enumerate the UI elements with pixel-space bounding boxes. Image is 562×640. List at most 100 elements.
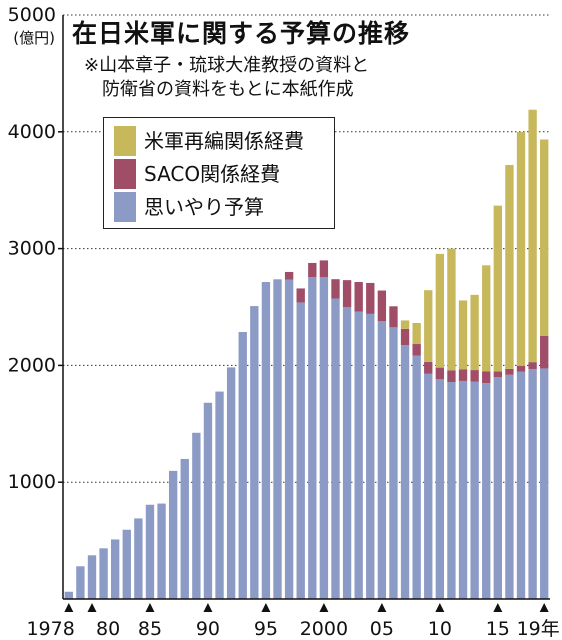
bar-saco-2001 (331, 279, 340, 299)
bar-host-nation-2012 (458, 380, 468, 599)
bar-relocation-2013 (470, 294, 479, 371)
bar-host-nation-2001 (331, 298, 340, 599)
bar-host-nation-2002 (342, 307, 352, 599)
bar-saco-2004 (366, 282, 375, 314)
bar-host-nation-1980 (87, 555, 97, 599)
x-tick-label: 85 (138, 618, 162, 640)
bar-saco-2009 (424, 361, 433, 374)
bar-host-nation-1990 (203, 402, 213, 599)
y-tick-label-top: 5000 (8, 4, 56, 26)
bar-host-nation-1995 (261, 282, 271, 599)
bar-host-nation-1996 (273, 279, 282, 599)
bar-saco-2010 (435, 367, 445, 380)
bar-relocation-2009 (424, 290, 433, 362)
x-tick-marker (261, 603, 271, 612)
legend-swatch-saco (114, 158, 136, 189)
bar-host-nation-1988 (180, 458, 189, 599)
bar-saco-2013 (470, 370, 479, 382)
bar-saco-2000 (319, 260, 329, 278)
x-tick-marker (319, 603, 329, 612)
bar-saco-2016 (505, 368, 514, 375)
bar-host-nation-1998 (296, 302, 305, 599)
bar-relocation-2012 (458, 300, 468, 370)
bar-host-nation-1978 (64, 591, 73, 599)
bar-host-nation-1994 (250, 306, 259, 599)
bar-saco-2005 (377, 290, 387, 322)
legend-label-relocation: 米軍再編関係経費 (144, 128, 304, 153)
bar-host-nation-1985 (145, 504, 155, 599)
bar-host-nation-1987 (168, 470, 178, 599)
x-tick-label: 2000 (300, 618, 348, 640)
bar-saco-1997 (284, 271, 294, 280)
bar-saco-2019 (540, 335, 549, 369)
bar-host-nation-1992 (226, 367, 236, 599)
bar-host-nation-1981 (99, 548, 108, 599)
bar-host-nation-2017 (516, 371, 526, 599)
x-tick-label: 90 (196, 618, 220, 640)
bar-host-nation-1982 (111, 539, 120, 599)
legend-item-saco: SACO関係経費 (114, 157, 324, 190)
bar-host-nation-2015 (493, 377, 502, 599)
bar-host-nation-2004 (366, 313, 375, 599)
bar-saco-2002 (342, 280, 352, 307)
bar-host-nation-1997 (284, 279, 294, 599)
bar-relocation-2015 (493, 205, 502, 372)
bar-relocation-2007 (400, 320, 410, 329)
bar-relocation-2017 (516, 132, 526, 366)
y-unit-label: (億円) (13, 29, 55, 47)
bar-host-nation-2014 (482, 383, 491, 599)
legend: 米軍再編関係経費 SACO関係経費 思いやり予算 (103, 117, 335, 229)
bar-host-nation-2003 (354, 311, 363, 599)
x-tick-marker (87, 603, 97, 612)
bar-host-nation-2019 (540, 368, 549, 599)
bar-saco-2003 (354, 282, 363, 312)
source-note-line-1: ※山本章子・琉球大准教授の資料と (84, 55, 370, 76)
bars (64, 109, 549, 599)
legend-label-saco: SACO関係経費 (144, 161, 281, 186)
y-tick-label: 2000 (8, 354, 56, 376)
legend-item-relocation: 米軍再編関係経費 (114, 124, 324, 157)
x-tick-label: 10 (428, 618, 452, 640)
bar-saco-1998 (296, 288, 305, 303)
bar-relocation-2018 (528, 109, 537, 363)
bar-saco-2018 (528, 362, 537, 370)
legend-swatch-host-nation (114, 191, 136, 222)
x-tick-marker (64, 603, 74, 612)
source-note: ※山本章子・琉球大准教授の資料と 防衛省の資料をもとに本紙作成 (84, 54, 410, 102)
y-tick-label: 1000 (8, 471, 56, 493)
bar-host-nation-1986 (157, 503, 166, 599)
bar-relocation-2016 (505, 164, 514, 369)
x-tick-label: 15 (486, 618, 510, 640)
bar-relocation-2010 (435, 253, 445, 368)
chart-title: 在日米軍に関する予算の推移 (72, 19, 411, 48)
bar-host-nation-1983 (122, 529, 131, 599)
bar-host-nation-1984 (134, 518, 143, 599)
bar-saco-2017 (516, 365, 526, 372)
bar-relocation-2019 (540, 139, 549, 336)
bar-host-nation-1989 (192, 432, 201, 599)
x-tick-marker (377, 603, 387, 612)
axes (58, 15, 550, 612)
x-tick-label: 19年 (517, 618, 560, 640)
legend-item-host-nation: 思いやり予算 (114, 190, 324, 223)
bar-host-nation-2005 (377, 321, 387, 599)
bar-host-nation-2008 (412, 355, 421, 599)
x-tick-marker (145, 603, 155, 612)
legend-swatch-relocation (114, 125, 136, 156)
bar-saco-2015 (493, 371, 502, 378)
bar-host-nation-1999 (308, 277, 317, 599)
bar-relocation-2014 (482, 265, 491, 372)
bar-host-nation-2007 (400, 345, 410, 599)
bar-saco-1999 (308, 262, 317, 278)
bar-host-nation-2018 (528, 369, 537, 599)
bar-host-nation-1979 (76, 566, 85, 599)
y-tick-label: 3000 (8, 238, 56, 260)
title-block: 在日米軍に関する予算の推移 ※山本章子・琉球大准教授の資料と 防衛省の資料をもと… (72, 18, 410, 102)
bar-host-nation-1993 (238, 331, 247, 599)
x-tick-marker (435, 603, 445, 612)
bar-host-nation-1991 (215, 391, 224, 599)
bar-saco-2014 (482, 371, 491, 384)
bar-host-nation-2010 (435, 379, 445, 599)
x-tick-marker (493, 603, 503, 612)
